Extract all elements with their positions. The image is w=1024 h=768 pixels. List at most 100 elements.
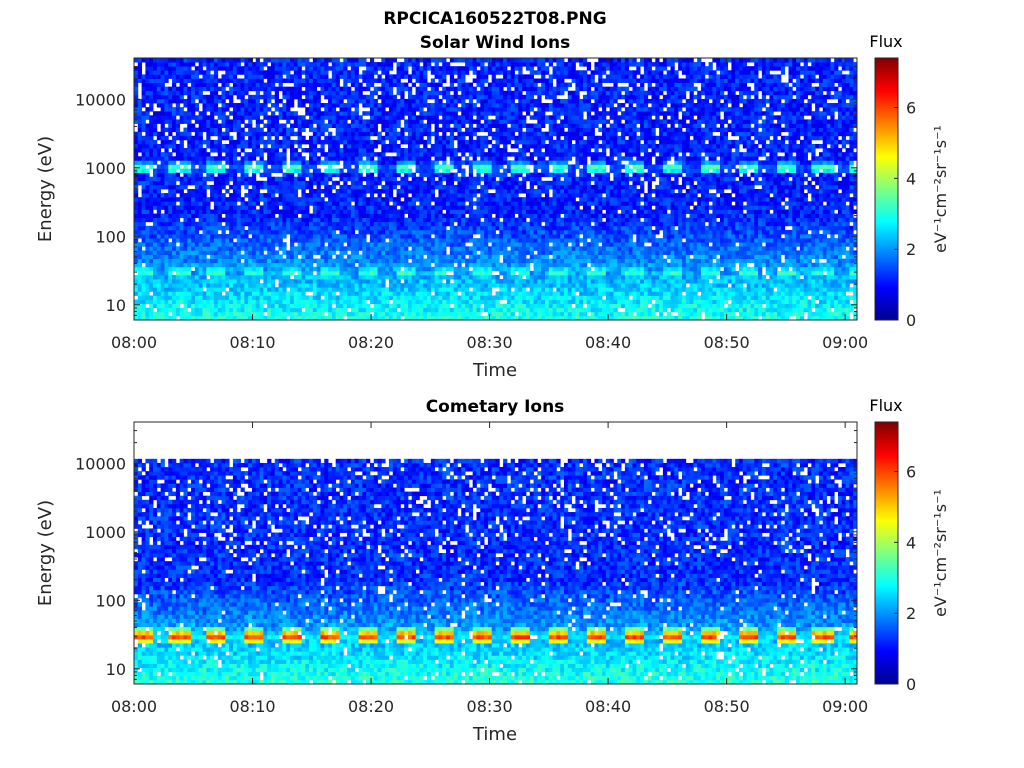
spectrogram-cell bbox=[400, 107, 404, 111]
spectrogram-cell bbox=[313, 58, 317, 62]
spectrogram-cell bbox=[195, 250, 199, 254]
spectrogram-cell bbox=[332, 78, 336, 82]
spectrogram-cell bbox=[381, 107, 385, 111]
spectrogram-cell bbox=[248, 66, 252, 70]
spectrogram-cell bbox=[180, 263, 184, 267]
spectrogram-cell bbox=[267, 197, 271, 201]
spectrogram-cell bbox=[351, 295, 355, 299]
spectrogram-cell bbox=[180, 115, 184, 119]
spectrogram-cell bbox=[397, 160, 401, 164]
spectrogram-cell bbox=[317, 300, 321, 304]
spectrogram-cell bbox=[309, 173, 313, 177]
spectrogram-cell bbox=[244, 160, 248, 164]
spectrogram-cell bbox=[378, 308, 382, 312]
spectrogram-cell bbox=[225, 295, 229, 299]
spectrogram-cell bbox=[275, 189, 279, 193]
spectrogram-cell bbox=[145, 78, 149, 82]
spectrogram-cell bbox=[183, 226, 187, 230]
spectrogram-cell bbox=[461, 185, 465, 189]
spectrogram-cell bbox=[465, 263, 469, 267]
spectrogram-cell bbox=[393, 169, 397, 173]
spectrogram-cell bbox=[183, 246, 187, 250]
spectrogram-cell bbox=[438, 136, 442, 140]
spectrogram-cell bbox=[199, 218, 203, 222]
spectrogram-cell bbox=[419, 99, 423, 103]
spectrogram-cell bbox=[359, 136, 363, 140]
spectrogram-cell bbox=[233, 128, 237, 132]
spectrogram-cell bbox=[347, 128, 351, 132]
spectrogram-cell bbox=[431, 238, 435, 242]
spectrogram-cell bbox=[176, 271, 180, 275]
spectrogram-cell bbox=[343, 295, 347, 299]
spectrogram-cell bbox=[183, 74, 187, 78]
spectrogram-cell bbox=[244, 62, 248, 66]
spectrogram-cell bbox=[199, 148, 203, 152]
spectrogram-cell bbox=[442, 246, 446, 250]
spectrogram-cell bbox=[427, 218, 431, 222]
spectrogram-cell bbox=[442, 312, 446, 316]
spectrogram-cell bbox=[195, 144, 199, 148]
spectrogram-cell bbox=[183, 70, 187, 74]
spectrogram-cell bbox=[374, 169, 378, 173]
spectrogram-cell bbox=[183, 99, 187, 103]
spectrogram-cell bbox=[328, 218, 332, 222]
spectrogram-cell bbox=[138, 160, 142, 164]
spectrogram-cell bbox=[442, 78, 446, 82]
spectrogram-cell bbox=[393, 214, 397, 218]
spectrogram-cell bbox=[419, 271, 423, 275]
spectrogram-cell bbox=[260, 230, 264, 234]
spectrogram-cell bbox=[431, 78, 435, 82]
spectrogram-cell bbox=[187, 209, 191, 213]
spectrogram-cell bbox=[454, 234, 458, 238]
spectrogram-cell bbox=[180, 226, 184, 230]
spectrogram-cell bbox=[187, 234, 191, 238]
spectrogram-cell bbox=[172, 259, 176, 263]
spectrogram-cell bbox=[313, 230, 317, 234]
spectrogram-cell bbox=[431, 205, 435, 209]
spectrogram-cell bbox=[138, 66, 142, 70]
spectrogram-cell bbox=[435, 259, 439, 263]
spectrogram-cell bbox=[149, 230, 153, 234]
spectrogram-cell bbox=[275, 209, 279, 213]
spectrogram-cell bbox=[164, 95, 168, 99]
spectrogram-cell bbox=[404, 230, 408, 234]
spectrogram-cell bbox=[248, 242, 252, 246]
spectrogram-cell bbox=[195, 140, 199, 144]
spectrogram-cell bbox=[187, 255, 191, 259]
spectrogram-cell bbox=[168, 164, 172, 168]
spectrogram-cell bbox=[385, 128, 389, 132]
spectrogram-cell bbox=[359, 275, 363, 279]
spectrogram-cell bbox=[218, 111, 222, 115]
spectrogram-cell bbox=[225, 124, 229, 128]
spectrogram-cell bbox=[301, 189, 305, 193]
spectrogram-cell bbox=[381, 287, 385, 291]
spectrogram-cell bbox=[435, 242, 439, 246]
spectrogram-cell bbox=[427, 250, 431, 254]
spectrogram-cell bbox=[393, 181, 397, 185]
spectrogram-cell bbox=[187, 242, 191, 246]
spectrogram-cell bbox=[263, 255, 267, 259]
spectrogram-cell bbox=[355, 312, 359, 316]
spectrogram-cell bbox=[461, 152, 465, 156]
spectrogram-cell bbox=[408, 87, 412, 91]
spectrogram-cell bbox=[320, 209, 324, 213]
spectrogram-cell bbox=[176, 95, 180, 99]
spectrogram-cell bbox=[442, 148, 446, 152]
spectrogram-cell bbox=[385, 304, 389, 308]
spectrogram-cell bbox=[305, 304, 309, 308]
spectrogram-cell bbox=[172, 189, 176, 193]
spectrogram-cell bbox=[359, 205, 363, 209]
spectrogram-cell bbox=[225, 115, 229, 119]
spectrogram-cell bbox=[389, 308, 393, 312]
spectrogram-cell bbox=[172, 250, 176, 254]
spectrogram-cell bbox=[355, 189, 359, 193]
spectrogram-cell bbox=[366, 267, 370, 271]
spectrogram-cell bbox=[438, 201, 442, 205]
spectrogram-cell bbox=[248, 259, 252, 263]
spectrogram-cell bbox=[241, 78, 245, 82]
spectrogram-cell bbox=[404, 136, 408, 140]
spectrogram-cell bbox=[355, 295, 359, 299]
spectrogram-cell bbox=[237, 209, 241, 213]
spectrogram-cell bbox=[427, 156, 431, 160]
spectrogram-cell bbox=[267, 275, 271, 279]
